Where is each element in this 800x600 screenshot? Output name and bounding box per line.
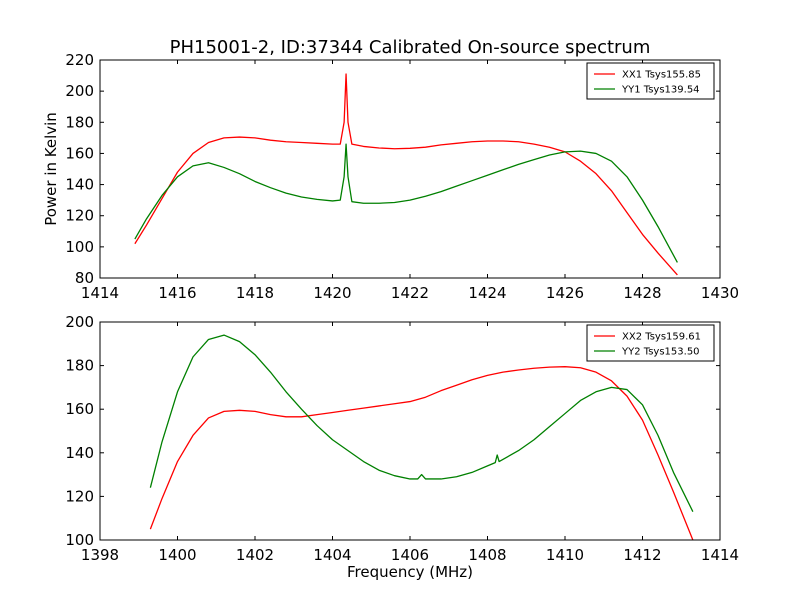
x-tick-label: 1420: [313, 284, 351, 302]
x-tick-label: 1416: [158, 284, 196, 302]
x-tick-label: 1424: [468, 284, 506, 302]
series-line-2-1: [149, 366, 694, 541]
x-tick-label: 1400: [158, 546, 196, 564]
x-tick-label: 1412: [623, 546, 661, 564]
y-tick-label: 160: [65, 144, 94, 162]
y-tick-label: 180: [65, 357, 94, 375]
x-tick-label: 1414: [701, 546, 739, 564]
y-tick-label: 220: [65, 51, 94, 69]
legend: XX1 Tsys155.85 YY1 Tsys139.54: [586, 62, 715, 100]
y-tick-label: 80: [75, 269, 94, 287]
series-line-1-2: [134, 143, 678, 263]
x-tick-label: 1404: [313, 546, 351, 564]
legend-entry: YY1 Tsys139.54: [621, 85, 700, 96]
y-tick-label: 120: [65, 487, 94, 505]
x-axis-label: Frequency (MHz): [347, 563, 473, 581]
x-tick-label: 1408: [468, 546, 506, 564]
x-tick-label: 1398: [81, 546, 119, 564]
bottom-plot: 1398 1400 1402 1404 1406 1408 1410 1412 1414 100 1…: [65, 313, 739, 581]
x-tick-label: 1402: [236, 546, 274, 564]
y-tick-label: 200: [65, 313, 94, 331]
x-tick-label: 1430: [701, 284, 739, 302]
y-tick-label: 140: [65, 176, 94, 194]
x-tick-label: 1414: [81, 284, 119, 302]
x-tick-label: 1410: [546, 546, 584, 564]
top-plot: 1414 1416 1418 1420 1422 1424 1426 1428 1430 80 10…: [42, 51, 739, 302]
legend-entry: YY2 Tsys153.50: [621, 347, 700, 358]
chart-title: PH15001-2, ID:37344 Calibrated On-source…: [170, 37, 651, 58]
x-tick-label: 1428: [623, 284, 661, 302]
y-axis-label: Power in Kelvin: [42, 112, 60, 226]
y-tick-label: 160: [65, 400, 94, 418]
x-tick-label: 1422: [391, 284, 429, 302]
x-tick-label: 1418: [236, 284, 274, 302]
series-line-1-1: [134, 73, 678, 276]
y-tick-label: 100: [65, 531, 94, 549]
y-tick-label: 120: [65, 207, 94, 225]
legend-entry: XX1 Tsys155.85: [622, 70, 701, 81]
y-tick-label: 200: [65, 82, 94, 100]
legend-box: [586, 324, 715, 362]
y-tick-label: 100: [65, 238, 94, 256]
legend: XX2 Tsys159.61 YY2 Tsys153.50: [586, 324, 715, 362]
y-tick-label: 140: [65, 444, 94, 462]
legend-entry: XX2 Tsys159.61: [622, 332, 701, 343]
series-line-2-2: [149, 334, 694, 512]
legend-box: [586, 62, 715, 100]
x-tick-label: 1426: [546, 284, 584, 302]
y-tick-label: 180: [65, 113, 94, 131]
x-tick-label: 1406: [391, 546, 429, 564]
